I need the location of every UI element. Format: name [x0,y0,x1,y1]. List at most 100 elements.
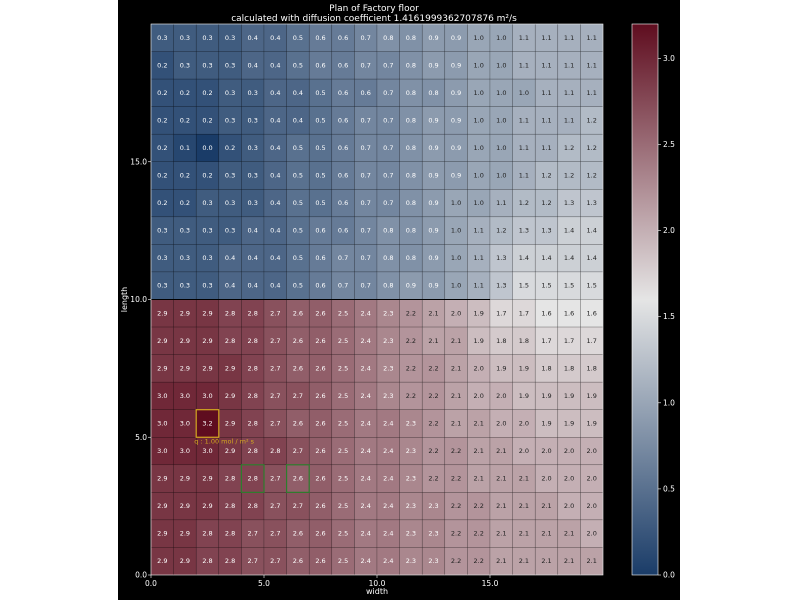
cell-value-label: 2.9 [157,364,167,372]
cell-value-label: 2.1 [541,557,551,565]
cell-value-label: 2.6 [315,419,325,427]
cell-value-label: 2.9 [157,337,167,345]
cell-value-label: 2.1 [519,502,529,510]
cell-value-label: 0.9 [406,282,416,290]
sensor-marker-a [240,464,265,493]
heatmap-cell [195,326,220,355]
cell-value-label: 2.6 [315,557,325,565]
cell-value-label: 1.9 [564,419,574,427]
cell-value-label: 3.0 [157,392,167,400]
cell-value-label: 2.0 [496,392,506,400]
cell-value-label: 2.7 [270,419,280,427]
cell-value-label: 2.4 [383,447,393,455]
x-tick-label: 0.0 [145,579,157,588]
cell-value-label: 0.5 [293,172,303,180]
cell-value-label: 3.0 [157,419,167,427]
x-tick-label: 10.0 [369,579,386,588]
cell-value-label: 2.0 [587,475,597,483]
cell-value-label: 0.3 [180,61,190,69]
cell-value-label: 2.0 [474,392,484,400]
cell-value-label: 1.1 [587,89,597,97]
cell-value-label: 1.9 [519,392,529,400]
cell-value-label: 1.5 [541,282,551,290]
chart-title: Plan of Factory floor [329,4,419,14]
cell-value-label: 1.8 [541,364,551,372]
cell-value-label: 0.7 [338,254,348,262]
cell-value-label: 2.4 [361,502,371,510]
cell-value-label: 2.0 [564,502,574,510]
cell-value-label: 2.6 [315,337,325,345]
cell-value-label: 1.4 [519,254,529,262]
cell-value-label: 2.3 [406,447,416,455]
cell-value-label: 0.3 [157,227,167,235]
cell-value-label: 2.9 [225,364,235,372]
cell-value-label: 2.1 [519,557,529,565]
cell-value-label: 0.3 [225,227,235,235]
cell-value-label: 2.3 [406,475,416,483]
cell-value-label: 2.3 [406,502,416,510]
cell-value-label: 1.5 [519,282,529,290]
cell-value-label: 0.6 [338,116,348,124]
cell-value-label: 1.1 [496,199,506,207]
cell-value-label: 2.2 [451,447,461,455]
cell-value-label: 2.8 [248,309,258,317]
cell-value-label: 0.4 [248,282,258,290]
cell-value-label: 2.7 [270,530,280,538]
cell-value-label: 2.7 [248,530,258,538]
cell-value-label: 2.3 [406,419,416,427]
x-tick-label: 15.0 [482,579,499,588]
cell-value-label: 2.5 [338,530,348,538]
cell-value-label: 1.3 [564,199,574,207]
cell-value-label: 2.4 [383,419,393,427]
cell-value-label: 1.4 [564,227,574,235]
cell-value-label: 0.6 [338,172,348,180]
cell-value-label: 1.3 [496,254,506,262]
cell-value-label: 0.4 [225,282,235,290]
cell-value-label: 0.3 [180,227,190,235]
cell-value-label: 0.5 [315,172,325,180]
cell-value-label: 2.4 [361,530,371,538]
cell-value-label: 1.0 [496,144,506,152]
cell-value-label: 0.3 [202,61,212,69]
cell-value-label: 1.1 [519,34,529,42]
cell-value-label: 2.9 [180,337,190,345]
cell-value-label: 0.7 [361,116,371,124]
cell-value-label: 1.0 [451,227,461,235]
cell-value-label: 1.0 [496,116,506,124]
cell-value-label: 0.2 [157,116,167,124]
cell-value-label: 0.3 [202,254,212,262]
cell-value-label: 2.1 [451,392,461,400]
colorbar-tick-label: 2.0 [663,226,675,235]
cell-value-label: 2.7 [270,364,280,372]
cell-value-label: 0.4 [270,34,280,42]
cell-value-label: 1.1 [541,116,551,124]
cell-value-label: 0.3 [248,89,258,97]
cell-value-label: 0.8 [406,254,416,262]
source-marker [195,409,220,438]
cell-value-label: 2.4 [361,309,371,317]
cell-value-label: 0.3 [180,34,190,42]
cell-value-label: 1.9 [541,419,551,427]
cell-value-label: 1.0 [474,34,484,42]
cell-value-label: 0.7 [361,172,371,180]
cell-value-label: 0.3 [225,116,235,124]
figure: Plan of Factory floor calculated with di… [118,0,680,600]
cell-value-label: 0.9 [451,89,461,97]
y-axis-label: length [120,287,129,313]
cell-value-label: 2.6 [315,364,325,372]
cell-value-label: 2.4 [361,392,371,400]
cell-value-label: 1.1 [587,61,597,69]
cell-value-label: 0.8 [406,116,416,124]
cell-value-label: 0.4 [248,227,258,235]
cell-value-label: 2.1 [496,502,506,510]
cell-value-label: 1.2 [587,116,597,124]
cell-value-label: 2.1 [474,419,484,427]
cell-value-label: 0.9 [428,199,438,207]
cell-value-label: 0.2 [157,61,167,69]
cell-value-label: 2.0 [519,447,529,455]
cell-value-label: 0.2 [202,172,212,180]
cell-value-label: 2.2 [428,475,438,483]
cell-value-label: 0.4 [248,34,258,42]
source-marker-label: q : 1.00 mol / m² s [194,437,254,445]
cell-value-label: 0.3 [202,282,212,290]
